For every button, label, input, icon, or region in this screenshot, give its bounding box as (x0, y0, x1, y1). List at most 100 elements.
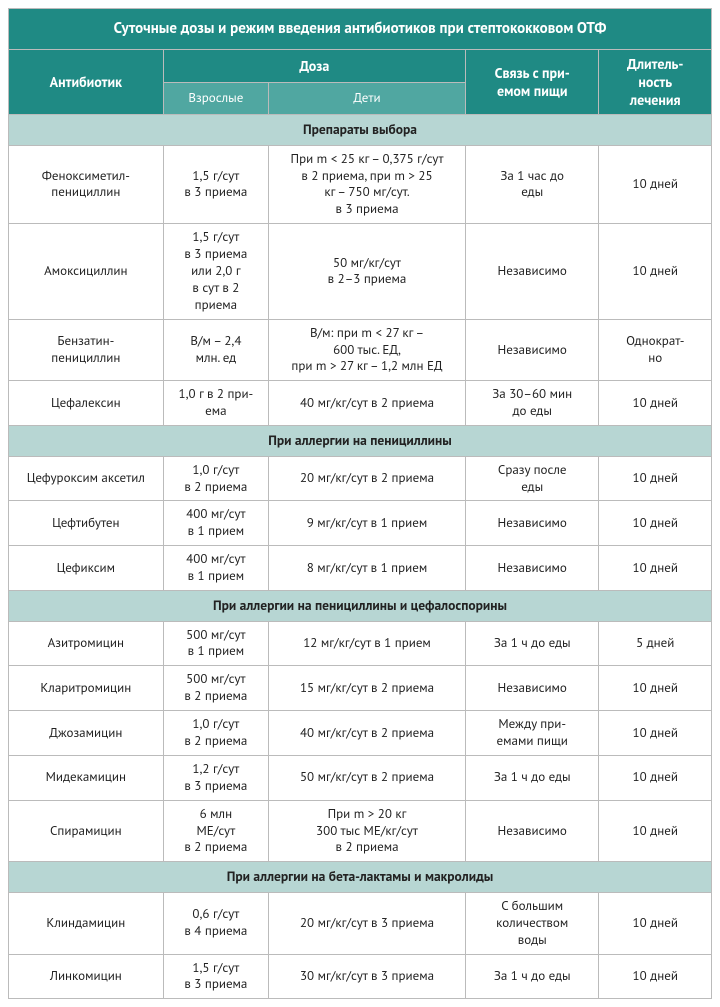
section-header-row: При аллергии на бета-лактамы и макролиды (9, 862, 712, 893)
cell-adults: 400 мг/сутв 1 прием (163, 546, 268, 591)
table-row: Феноксиметил-пенициллин1,5 г/сутв 3 прие… (9, 145, 712, 224)
cell-food: Сразу послееды (465, 456, 599, 501)
cell-name: Цефалексин (9, 381, 164, 426)
section-title: При аллергии на пенициллины (9, 426, 712, 457)
cell-children: 12 мг/кг/сут в 1 прием (269, 621, 466, 666)
table-row: Джозамицин1,0 г/сутв 2 приема40 мг/кг/су… (9, 711, 712, 756)
cell-name: Амоксициллин (9, 224, 164, 319)
col-dose: Доза (163, 49, 465, 83)
cell-duration: 10 дней (599, 546, 712, 591)
cell-children: 40 мг/кг/сут в 2 приема (269, 381, 466, 426)
section-header-row: Препараты выбора (9, 115, 712, 146)
cell-adults: 1,5 г/сутв 3 приемаили 2,0 гв сут в 2при… (163, 224, 268, 319)
table-row: Кларитромицин500 мг/сутв 2 приема15 мг/к… (9, 666, 712, 711)
table-header-row-1: Антибиотик Доза Связь с при-емом пищи Дл… (9, 49, 712, 83)
table-body: Препараты выбораФеноксиметил-пенициллин1… (9, 115, 712, 999)
table-row: Спирамицин6 млнМЕ/сутв 2 приемаПри m > 2… (9, 800, 712, 862)
cell-duration: 10 дней (599, 892, 712, 954)
table-row: Цефтибутен400 мг/сутв 1 прием9 мг/кг/сут… (9, 501, 712, 546)
cell-name: Бензатин-пенициллин (9, 319, 164, 381)
cell-duration: 10 дней (599, 954, 712, 999)
cell-name: Джозамицин (9, 711, 164, 756)
cell-children: При m < 25 кг – 0,375 г/сутв 2 приема, п… (269, 145, 466, 224)
cell-duration: 5 дней (599, 621, 712, 666)
cell-adults: 500 мг/сутв 2 приема (163, 666, 268, 711)
cell-food: Независимо (465, 501, 599, 546)
cell-name: Азитромицин (9, 621, 164, 666)
section-header-row: При аллергии на пенициллины (9, 426, 712, 457)
table-row: Бензатин-пенициллинВ/м – 2,4млн. едВ/м: … (9, 319, 712, 381)
cell-children: В/м: при m < 27 кг –600 тыс. ЕД,при m > … (269, 319, 466, 381)
section-title: При аллергии на пенициллины и цефалоспор… (9, 590, 712, 621)
col-children: Дети (269, 83, 466, 115)
col-antibiotic: Антибиотик (9, 49, 164, 115)
table-row: Цефалексин1,0 г в 2 при-ема40 мг/кг/сут … (9, 381, 712, 426)
cell-adults: 0,6 г/сутв 4 приема (163, 892, 268, 954)
table-title-row: Суточные дозы и режим введения антибиоти… (9, 9, 712, 50)
cell-name: Спирамицин (9, 800, 164, 862)
cell-name: Феноксиметил-пенициллин (9, 145, 164, 224)
cell-name: Клиндамицин (9, 892, 164, 954)
cell-duration: 10 дней (599, 456, 712, 501)
table-row: Азитромицин500 мг/сутв 1 прием12 мг/кг/с… (9, 621, 712, 666)
cell-duration: Однократ-но (599, 319, 712, 381)
cell-adults: 400 мг/сутв 1 прием (163, 501, 268, 546)
table-row: Цефуроксим аксетил1,0 г/сутв 2 приема20 … (9, 456, 712, 501)
cell-food: За 1 ч до еды (465, 621, 599, 666)
table-row: Мидекамицин1,2 г/сутв 3 приема50 мг/кг/с… (9, 755, 712, 800)
section-title: При аллергии на бета-лактамы и макролиды (9, 862, 712, 893)
table-title: Суточные дозы и режим введения антибиоти… (9, 9, 712, 50)
cell-food: За 1 ч до еды (465, 755, 599, 800)
cell-name: Цефуроксим аксетил (9, 456, 164, 501)
cell-children: 20 мг/кг/сут в 3 приема (269, 892, 466, 954)
cell-food: За 30–60 миндо еды (465, 381, 599, 426)
cell-adults: 500 мг/сутв 1 прием (163, 621, 268, 666)
cell-adults: 6 млнМЕ/сутв 2 приема (163, 800, 268, 862)
col-food: Связь с при-емом пищи (465, 49, 599, 115)
cell-food: За 1 час доеды (465, 145, 599, 224)
cell-children: 50 мг/кг/сутв 2–3 приема (269, 224, 466, 319)
table-row: Цефиксим400 мг/сутв 1 прием8 мг/кг/сут в… (9, 546, 712, 591)
cell-adults: 1,2 г/сутв 3 приема (163, 755, 268, 800)
cell-children: 40 мг/кг/сут в 2 приема (269, 711, 466, 756)
cell-adults: 1,5 г/сутв 3 приема (163, 954, 268, 999)
table-row: Амоксициллин1,5 г/сутв 3 приемаили 2,0 г… (9, 224, 712, 319)
col-duration: Длитель-ностьлечения (599, 49, 712, 115)
cell-duration: 10 дней (599, 501, 712, 546)
cell-name: Цефтибутен (9, 501, 164, 546)
cell-adults: 1,0 г в 2 при-ема (163, 381, 268, 426)
table-row: Линкомицин1,5 г/сутв 3 приема30 мг/кг/су… (9, 954, 712, 999)
section-title: Препараты выбора (9, 115, 712, 146)
cell-food: С большимколичествомводы (465, 892, 599, 954)
cell-name: Мидекамицин (9, 755, 164, 800)
antibiotic-dosage-table: Суточные дозы и режим введения антибиоти… (8, 8, 712, 999)
cell-adults: 1,0 г/сутв 2 приема (163, 456, 268, 501)
cell-adults: 1,5 г/сутв 3 приема (163, 145, 268, 224)
cell-children: 30 мг/кг/сут в 3 приема (269, 954, 466, 999)
col-adults: Взрослые (163, 83, 268, 115)
cell-children: 8 мг/кг/сут в 1 прием (269, 546, 466, 591)
cell-name: Кларитромицин (9, 666, 164, 711)
cell-duration: 10 дней (599, 224, 712, 319)
table-row: Клиндамицин0,6 г/сутв 4 приема20 мг/кг/с… (9, 892, 712, 954)
cell-adults: В/м – 2,4млн. ед (163, 319, 268, 381)
cell-children: 9 мг/кг/сут в 1 прием (269, 501, 466, 546)
cell-name: Линкомицин (9, 954, 164, 999)
cell-children: При m > 20 кг300 тыс МЕ/кг/сутв 2 приема (269, 800, 466, 862)
cell-adults: 1,0 г/сутв 2 приема (163, 711, 268, 756)
cell-duration: 10 дней (599, 145, 712, 224)
cell-duration: 10 дней (599, 666, 712, 711)
cell-food: Независимо (465, 319, 599, 381)
cell-food: Независимо (465, 800, 599, 862)
cell-duration: 10 дней (599, 711, 712, 756)
cell-duration: 10 дней (599, 755, 712, 800)
cell-children: 20 мг/кг/сут в 2 приема (269, 456, 466, 501)
cell-food: Независимо (465, 224, 599, 319)
section-header-row: При аллергии на пенициллины и цефалоспор… (9, 590, 712, 621)
cell-food: Независимо (465, 546, 599, 591)
cell-children: 50 мг/кг/сут в 2 приема (269, 755, 466, 800)
cell-name: Цефиксим (9, 546, 164, 591)
cell-children: 15 мг/кг/сут в 2 приема (269, 666, 466, 711)
cell-duration: 10 дней (599, 381, 712, 426)
cell-duration: 10 дней (599, 800, 712, 862)
